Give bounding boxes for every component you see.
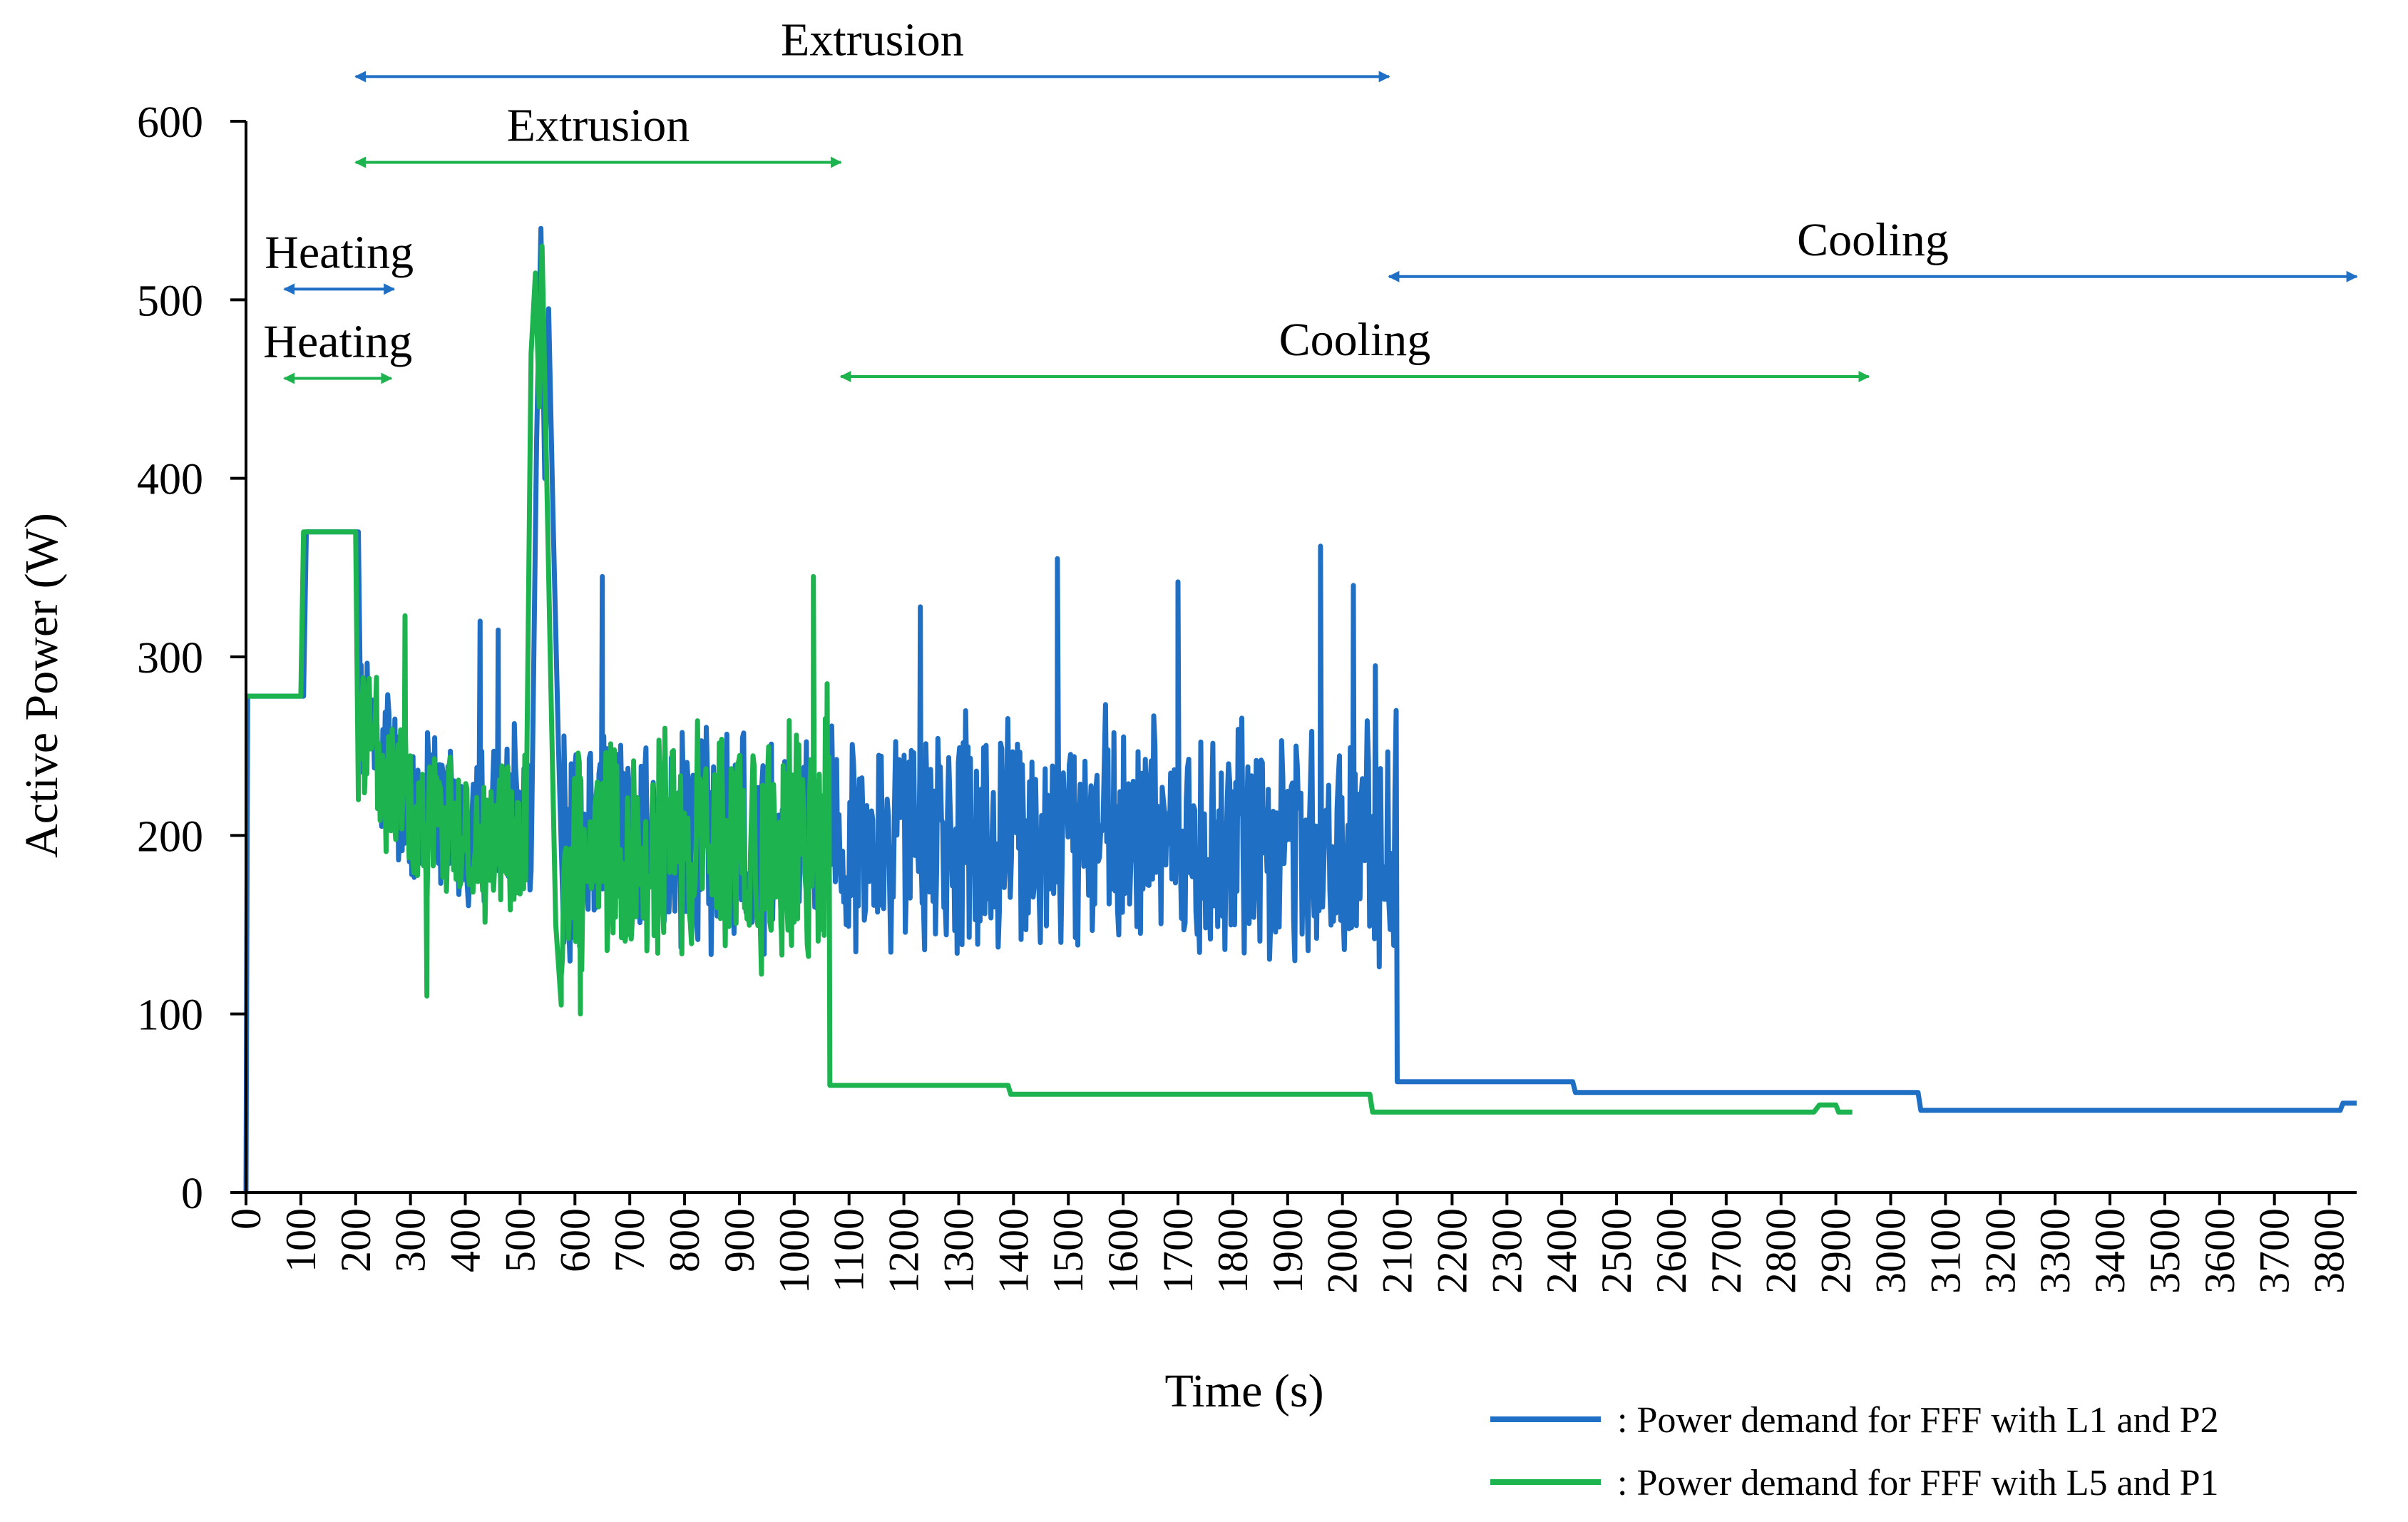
y-tick-label: 400 xyxy=(137,456,203,504)
phase-label: Extrusion xyxy=(781,14,964,66)
x-tick-label: 900 xyxy=(716,1208,763,1272)
x-tick-label: 1900 xyxy=(1264,1208,1311,1294)
phase-label: Heating xyxy=(265,226,414,278)
phase-annotations: Extrusion Extrusion Heating Heating Cooling C… xyxy=(263,14,2358,384)
y-tick-label: 100 xyxy=(137,991,203,1040)
x-tick-label: 2300 xyxy=(1483,1208,1530,1294)
x-tick-label: 1800 xyxy=(1209,1208,1256,1294)
series-line-0 xyxy=(243,225,2357,1193)
x-tick-label: 700 xyxy=(606,1208,653,1272)
x-tick-label: 3000 xyxy=(1867,1208,1914,1294)
y-tick-label: 0 xyxy=(181,1170,203,1218)
phase-label: Cooling xyxy=(1797,214,1949,266)
phase-label: Extrusion xyxy=(507,100,690,152)
x-tick-label: 3600 xyxy=(2196,1208,2243,1294)
series-line-1 xyxy=(246,243,1853,1115)
x-tick-label: 3400 xyxy=(2086,1208,2133,1294)
legend-item-blue: : Power demand for FFF with L1 and P2 xyxy=(1490,1400,2219,1441)
x-tick-label: 2700 xyxy=(1703,1208,1750,1294)
y-tick-label: 500 xyxy=(137,277,203,325)
x-tick-label: 1300 xyxy=(935,1208,982,1294)
x-tick-label: 3500 xyxy=(2141,1208,2188,1294)
x-tick-label: 300 xyxy=(387,1208,434,1272)
x-tick-label: 3700 xyxy=(2251,1208,2298,1294)
y-tick-label: 300 xyxy=(137,634,203,683)
x-tick-label: 1200 xyxy=(881,1208,928,1294)
x-tick-label: 1000 xyxy=(771,1208,818,1294)
phase-label: Cooling xyxy=(1279,314,1431,366)
x-tick-label: 100 xyxy=(277,1208,324,1272)
y-tick-label: 200 xyxy=(137,812,203,861)
x-tick-label: 600 xyxy=(551,1208,598,1272)
x-tick-label: 1100 xyxy=(826,1208,873,1292)
x-tick-label: 2900 xyxy=(1813,1208,1860,1294)
legend-item-green: : Power demand for FFF with L5 and P1 xyxy=(1490,1463,2219,1503)
legend-label-blue: : Power demand for FFF with L1 and P2 xyxy=(1617,1400,2219,1441)
x-ticks: 0 100 200 300 400 500 600 700 800 900 1000 1100 1200… xyxy=(222,1192,2353,1294)
series-layer xyxy=(243,225,2357,1193)
x-tick-label: 2000 xyxy=(1319,1208,1366,1294)
legend: : Power demand for FFF with L1 and P2 : … xyxy=(1490,1400,2219,1503)
x-tick-label: 1500 xyxy=(1045,1208,1092,1294)
x-tick-label: 3200 xyxy=(1977,1208,2024,1294)
x-tick-label: 3300 xyxy=(2032,1208,2079,1294)
x-tick-label: 500 xyxy=(496,1208,543,1272)
x-tick-label: 3800 xyxy=(2306,1208,2353,1294)
x-tick-label: 2100 xyxy=(1374,1208,1421,1294)
x-tick-label: 2600 xyxy=(1648,1208,1695,1294)
x-tick-label: 2400 xyxy=(1538,1208,1585,1294)
x-tick-label: 800 xyxy=(661,1208,708,1272)
y-ticks: 0 100 200 300 400 500 600 xyxy=(137,98,246,1218)
x-tick-label: 3100 xyxy=(1922,1208,1969,1294)
axes-layer xyxy=(245,121,2357,1194)
x-tick-label: 0 xyxy=(222,1208,270,1230)
x-tick-label: 1600 xyxy=(1100,1208,1147,1294)
x-tick-label: 1700 xyxy=(1154,1208,1202,1294)
x-tick-label: 200 xyxy=(332,1208,379,1272)
x-tick-label: 2500 xyxy=(1593,1208,1640,1294)
x-tick-label: 2200 xyxy=(1428,1208,1475,1294)
phase-label: Heating xyxy=(263,315,412,367)
y-axis-title: Active Power (W) xyxy=(16,513,68,858)
x-tick-label: 2800 xyxy=(1758,1208,1805,1294)
legend-label-green: : Power demand for FFF with L5 and P1 xyxy=(1617,1463,2219,1503)
x-axis-title: Time (s) xyxy=(1164,1365,1323,1417)
y-tick-label: 600 xyxy=(137,98,203,147)
x-tick-label: 1400 xyxy=(990,1208,1037,1294)
x-tick-label: 400 xyxy=(442,1208,489,1272)
